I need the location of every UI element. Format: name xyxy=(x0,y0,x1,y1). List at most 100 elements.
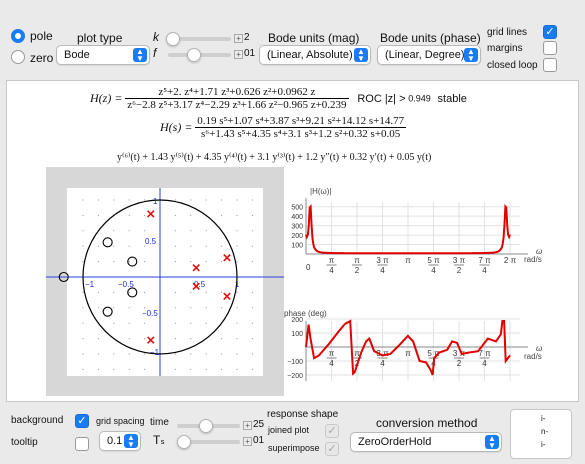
grid-dot xyxy=(144,261,146,263)
grid-dot xyxy=(82,307,84,309)
closed-loop-checkbox[interactable] xyxy=(543,58,557,72)
grid-dot xyxy=(190,214,192,216)
grid-dot xyxy=(190,307,192,309)
joined-plot-checkbox[interactable] xyxy=(325,424,339,438)
grid-dot xyxy=(236,245,238,247)
pole-marker[interactable] xyxy=(192,282,200,291)
chevron-updown-icon: ▲ ▼ xyxy=(464,48,478,63)
pole-marker[interactable] xyxy=(223,292,231,301)
grid-dot xyxy=(144,353,146,355)
svg-text:π: π xyxy=(329,349,335,358)
grid-dot xyxy=(82,230,84,232)
bode-phase-select[interactable]: (Linear, Degree) ▲ ▼ xyxy=(377,45,481,65)
superimpose-checkbox[interactable] xyxy=(325,442,339,456)
grid-dot xyxy=(236,261,238,263)
grid-dot xyxy=(113,368,115,370)
time-response-list[interactable]: i- n- i- xyxy=(510,409,572,459)
grid-dot xyxy=(251,291,253,293)
hz-denominator: z⁶−2.8 z⁵+3.17 z⁴−2.29 z³+1.66 z²−0.965 … xyxy=(127,99,347,111)
margins-label: margins xyxy=(487,43,523,54)
conversion-method-select[interactable]: ZeroOrderHold ▲ ▼ xyxy=(350,432,502,452)
zero-marker[interactable] xyxy=(127,256,138,267)
ts-plus-icon[interactable]: + xyxy=(243,437,252,446)
mag-axis-omega: ω xyxy=(536,247,542,256)
phase-axis-unit: rad/s xyxy=(524,352,542,361)
svg-text:4: 4 xyxy=(380,266,385,275)
grid-lines-checkbox[interactable] xyxy=(543,25,557,39)
grid-dot xyxy=(128,322,130,324)
svg-text:4: 4 xyxy=(380,359,385,368)
list-item: i- xyxy=(541,414,546,423)
plot-type-select[interactable]: Bode ▲ ▼ xyxy=(56,45,150,65)
k-slider-track[interactable] xyxy=(168,37,231,41)
pole-marker[interactable] xyxy=(146,210,155,218)
margins-checkbox[interactable] xyxy=(543,41,557,55)
time-plus-icon[interactable]: + xyxy=(243,421,252,430)
grid-dot xyxy=(221,214,223,216)
grid-dot xyxy=(236,214,238,216)
k-slider-thumb[interactable] xyxy=(166,32,180,46)
grid-dot xyxy=(128,230,130,232)
x-tick-label: 1 xyxy=(235,280,240,289)
grid-dot xyxy=(221,199,223,201)
roc-text: ROC |z| > xyxy=(357,92,406,105)
grid-spacing-select[interactable]: 0.1 ▲ ▼ xyxy=(99,431,141,451)
svg-text:5 π: 5 π xyxy=(427,349,440,358)
background-label: background xyxy=(11,415,64,426)
grid-dot xyxy=(144,322,146,324)
grid-dot xyxy=(174,245,176,247)
bode-phase-label: Bode units (phase) xyxy=(380,31,481,45)
grid-dot xyxy=(205,245,207,247)
grid-dot xyxy=(144,245,146,247)
grid-dot xyxy=(190,338,192,340)
grid-dot xyxy=(190,245,192,247)
x-tick-label: 0.5 xyxy=(194,280,206,289)
grid-dot xyxy=(97,368,99,370)
x-tick-label: 5 π4 xyxy=(427,256,440,275)
grid-dot xyxy=(82,368,84,370)
svg-text:7 π: 7 π xyxy=(478,349,491,358)
x-tick-label: −0.5 xyxy=(118,280,134,289)
pole-marker[interactable] xyxy=(146,336,155,344)
f-plus-icon[interactable]: + xyxy=(234,50,243,59)
k-plus-icon[interactable]: + xyxy=(234,34,243,43)
svg-text:4: 4 xyxy=(329,266,334,275)
grid-dot xyxy=(174,338,176,340)
pole-marker[interactable] xyxy=(192,263,200,272)
x-tick-label: π xyxy=(405,256,411,265)
ts-slider-thumb[interactable] xyxy=(177,435,191,449)
f-slider-thumb[interactable] xyxy=(187,48,201,62)
grid-dot xyxy=(128,214,130,216)
grid-dot xyxy=(174,353,176,355)
svg-text:2: 2 xyxy=(457,266,462,275)
time-slider-thumb[interactable] xyxy=(199,419,213,433)
grid-dot xyxy=(190,230,192,232)
bode-mag-select[interactable]: (Linear, Absolute) ▲ ▼ xyxy=(259,45,371,65)
ts-label: Tₛ xyxy=(153,433,165,447)
grid-dot xyxy=(113,245,115,247)
y-tick-label: 0.5 xyxy=(145,237,157,246)
tooltip-checkbox[interactable] xyxy=(75,437,89,451)
zero-marker[interactable] xyxy=(127,287,138,298)
grid-dot xyxy=(144,214,146,216)
pole-marker[interactable] xyxy=(223,253,231,262)
grid-dot xyxy=(190,291,192,293)
grid-dot xyxy=(113,353,115,355)
zero-marker[interactable] xyxy=(102,306,113,317)
ts-slider-track[interactable] xyxy=(177,440,240,444)
grid-dot xyxy=(128,245,130,247)
grid-dot xyxy=(82,245,84,247)
response-shape-label: response shape xyxy=(267,409,339,420)
grid-dot xyxy=(174,368,176,370)
zero-marker[interactable] xyxy=(58,271,69,283)
grid-dot xyxy=(97,214,99,216)
background-checkbox[interactable] xyxy=(75,414,89,428)
plot-type-label: plot type xyxy=(77,31,123,45)
pole-zero-plot[interactable]: −1 −0.5 0.5 1 1 0.5 −0.5 −1 xyxy=(46,167,284,396)
grid-dot xyxy=(97,307,99,309)
grid-dot xyxy=(82,261,84,263)
zero-marker[interactable] xyxy=(102,237,113,248)
grid-dot xyxy=(128,261,130,263)
svg-text:4: 4 xyxy=(482,359,487,368)
grid-dot xyxy=(236,199,238,201)
